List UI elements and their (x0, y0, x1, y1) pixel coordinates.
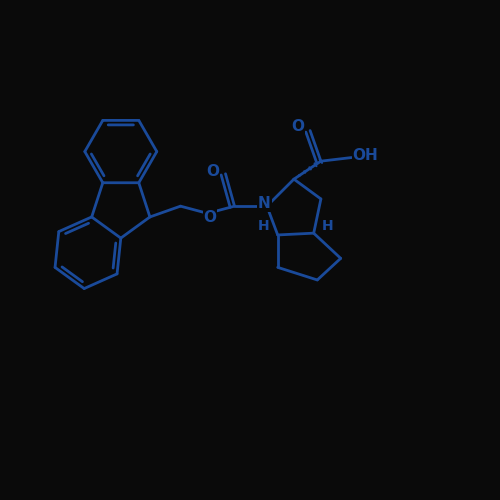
Text: H: H (322, 218, 334, 232)
Text: O: O (291, 119, 304, 134)
Text: H: H (258, 219, 270, 233)
Text: O: O (206, 164, 220, 179)
Text: OH: OH (352, 148, 378, 162)
Text: O: O (204, 210, 216, 225)
Text: N: N (258, 196, 271, 211)
